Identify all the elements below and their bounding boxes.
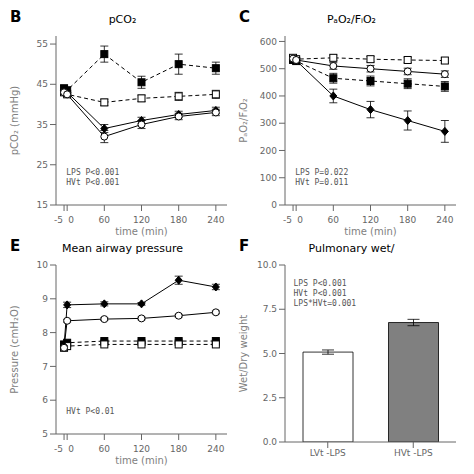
svg-text:time (min): time (min) (115, 226, 168, 237)
svg-text:0: 0 (68, 444, 74, 454)
svg-text:Pressure (cmH₂O): Pressure (cmH₂O) (9, 305, 20, 393)
html-text:PₐO₂/FᵢO₂: PₐO₂/FᵢO₂ (327, 13, 376, 26)
svg-text:60: 60 (99, 215, 111, 225)
svg-text:-5: -5 (54, 444, 63, 454)
svg-text:35: 35 (37, 120, 48, 130)
html-text:Mean airway pressure: Mean airway pressure (62, 242, 183, 255)
svg-text:0: 0 (68, 215, 74, 225)
svg-text:0.0: 0.0 (263, 437, 278, 447)
svg-text:120: 120 (133, 215, 150, 225)
svg-text:60: 60 (328, 215, 340, 225)
svg-text:600: 600 (260, 37, 277, 47)
svg-text:9: 9 (42, 294, 48, 304)
svg-text:25: 25 (37, 160, 48, 170)
html-text:HVt P<0.01: HVt P<0.01 (66, 407, 115, 417)
svg-text:180: 180 (399, 215, 416, 225)
html-text:E: E (10, 237, 21, 255)
svg-text:10: 10 (37, 260, 49, 270)
svg-text:10.0: 10.0 (257, 260, 277, 270)
svg-text:time (min): time (min) (344, 226, 397, 237)
svg-text:120: 120 (362, 215, 379, 225)
svg-text:-5: -5 (283, 215, 292, 225)
svg-text:6: 6 (42, 395, 48, 405)
svg-text:240: 240 (207, 444, 224, 454)
html-text:LPS P=0.022 HVt P=0.011: LPS P=0.022 HVt P=0.011 (295, 168, 349, 188)
svg-text:180: 180 (170, 215, 187, 225)
svg-text:200: 200 (260, 146, 277, 156)
svg-text:45: 45 (37, 79, 48, 89)
svg-text:7.5: 7.5 (263, 304, 277, 314)
svg-text:55: 55 (37, 39, 48, 49)
html-text:F: F (239, 237, 250, 255)
svg-text:240: 240 (207, 215, 224, 225)
svg-text:100: 100 (260, 173, 277, 183)
svg-text:2.5: 2.5 (263, 393, 277, 403)
html-text:LPS P<0.001 HVt P<0.001: LPS P<0.001 HVt P<0.001 (66, 168, 120, 188)
svg-text:pCO₂ (mmHg): pCO₂ (mmHg) (9, 86, 20, 156)
svg-text:7: 7 (42, 362, 48, 372)
svg-text:240: 240 (436, 215, 453, 225)
svg-text:8: 8 (42, 328, 48, 338)
svg-text:120: 120 (133, 444, 150, 454)
svg-text:0: 0 (271, 200, 277, 210)
html-text:B: B (10, 8, 22, 26)
svg-text:-5: -5 (54, 215, 63, 225)
svg-text:180: 180 (170, 444, 187, 454)
svg-text:Wet/Dry weight: Wet/Dry weight (238, 315, 249, 392)
html-text:pCO₂: pCO₂ (108, 13, 137, 26)
svg-text:PₐO₂/FᵢO₂: PₐO₂/FᵢO₂ (238, 98, 249, 143)
svg-text:LVt -LPS: LVt -LPS (310, 448, 346, 458)
svg-text:400: 400 (260, 91, 277, 101)
html-text:Pulmonary wet/: Pulmonary wet/ (308, 242, 395, 255)
svg-text:60: 60 (99, 444, 111, 454)
svg-text:300: 300 (260, 118, 277, 128)
svg-text:0: 0 (297, 215, 303, 225)
svg-text:500: 500 (260, 64, 277, 74)
svg-text:15: 15 (37, 200, 48, 210)
html-text:C: C (239, 8, 250, 26)
html-text:LPS P<0.001 HVt P<0.001 LPS*HV: LPS P<0.001 HVt P<0.001 LPS*HVt=0.001 (293, 279, 357, 309)
svg-text:5.0: 5.0 (263, 349, 278, 359)
svg-text:HVt -LPS: HVt -LPS (394, 448, 433, 458)
svg-text:5: 5 (42, 429, 48, 439)
svg-text:time (min): time (min) (115, 455, 168, 466)
